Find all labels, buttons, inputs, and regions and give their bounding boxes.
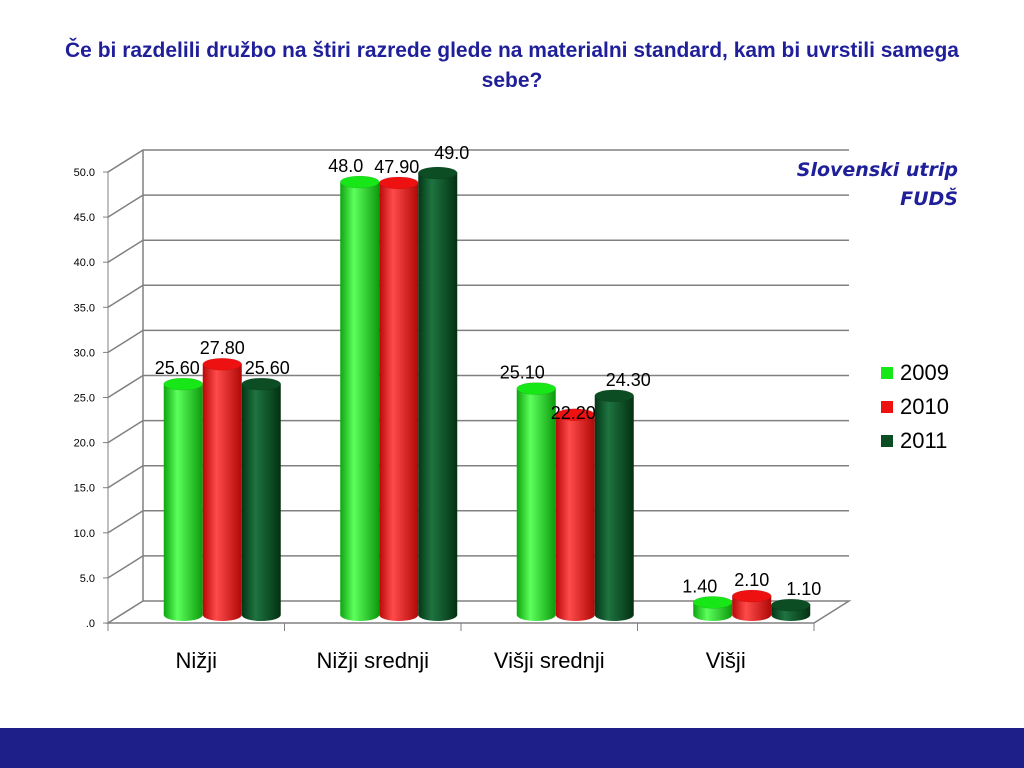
data-label: 47.90	[374, 157, 419, 177]
bar-top	[732, 589, 772, 603]
bar-2010-1	[379, 176, 419, 621]
bar-2009-0	[163, 377, 203, 621]
gridline	[107, 329, 849, 354]
bar-body	[163, 384, 203, 621]
bar-top	[340, 175, 380, 189]
legend-label-2011: 2011	[900, 428, 948, 453]
bar-body	[555, 414, 595, 621]
source-line-survey: Slovenski utrip	[796, 159, 958, 181]
bar-2011-0	[241, 377, 281, 621]
y-tick-label: 30.0	[74, 347, 95, 359]
bar-top	[202, 357, 242, 371]
data-label: 25.60	[245, 358, 290, 378]
bar-body	[516, 388, 556, 621]
y-tick-label: 40.0	[74, 257, 95, 269]
y-tick-label: .0	[86, 618, 95, 630]
source-caption: Slovenski utrip FUDŠ	[797, 156, 958, 214]
data-label: 1.10	[786, 579, 821, 599]
bar-2011-3	[771, 598, 811, 621]
bar-top	[594, 389, 634, 403]
bar-body	[340, 182, 380, 622]
data-label: 22.20	[551, 403, 596, 423]
gridline	[107, 374, 849, 399]
x-category-label: Nižji srednji	[317, 648, 429, 673]
bar-body	[594, 395, 634, 621]
bar-body	[202, 364, 242, 621]
gridline	[107, 284, 849, 308]
bar-2009-2	[516, 382, 556, 621]
data-label: 48.0	[328, 156, 363, 176]
bar-top	[163, 377, 203, 391]
y-tick-label: 20.0	[74, 438, 95, 450]
gridline	[107, 149, 849, 173]
legend-swatch-2009	[881, 367, 893, 379]
bar-2011-1	[418, 166, 458, 621]
legend-swatch-2010	[881, 401, 893, 413]
y-axis-ticks: .0 5.0 10.0 15.0 20.0 25.0 30.0 35.0 40.0 45.0 50.…	[74, 167, 108, 630]
bar-2010-0	[202, 357, 242, 621]
bar-2010-2	[555, 408, 595, 621]
y-tick-label: 45.0	[74, 212, 95, 224]
bars-layer	[163, 166, 811, 622]
bar-body	[418, 173, 458, 621]
x-category-label: Višji	[706, 648, 746, 673]
bar-body	[379, 182, 419, 621]
legend-item-2011: 2011	[881, 424, 949, 458]
bar-top	[241, 377, 281, 391]
data-label: 27.80	[200, 338, 245, 358]
legend-item-2010: 2010	[881, 390, 949, 424]
bar-top	[693, 596, 733, 609]
y-tick-label: 5.0	[80, 573, 95, 585]
footer-bar	[0, 728, 1024, 768]
legend: 2009 2010 2011	[881, 356, 949, 458]
bar-2009-1	[340, 175, 380, 622]
bar-top	[418, 166, 458, 180]
legend-swatch-2011	[881, 435, 893, 447]
slide-title: Če bi razdelili družbo na štiri razrede …	[65, 39, 959, 92]
x-category-label: Nižji	[175, 648, 217, 673]
bar-chart: .0 5.0 10.0 15.0 20.0 25.0 30.0 35.0 40.0 45.0 50.…	[74, 143, 852, 673]
source-line-institution: FUDŠ	[900, 188, 958, 210]
bar-2010-3	[732, 589, 772, 621]
data-label: 49.0	[434, 143, 469, 163]
bar-top	[379, 176, 419, 190]
gridline	[107, 194, 849, 218]
bar-body	[732, 596, 772, 621]
bar-body	[241, 384, 281, 621]
legend-label-2009: 2009	[900, 360, 949, 385]
y-tick-label: 15.0	[74, 483, 95, 495]
x-category-label: Višji srednji	[494, 648, 605, 673]
y-tick-label: 50.0	[74, 167, 95, 179]
data-label: 2.10	[734, 570, 769, 590]
data-label: 25.60	[155, 358, 200, 378]
y-tick-label: 10.0	[74, 528, 95, 540]
bar-top	[771, 598, 811, 612]
data-label: 24.30	[606, 370, 651, 390]
data-label: 1.40	[682, 576, 717, 596]
y-tick-label: 25.0	[74, 393, 95, 405]
bar-2009-3	[693, 596, 733, 621]
chart-floor	[105, 600, 852, 624]
x-axis-categories: Nižji Nižji srednji Višji srednji Višji	[107, 623, 815, 673]
legend-label-2010: 2010	[900, 394, 949, 419]
bar-2011-2	[594, 389, 634, 621]
y-tick-label: 35.0	[74, 302, 95, 314]
gridline	[107, 239, 849, 263]
bar-top	[516, 382, 556, 395]
legend-item-2009: 2009	[881, 356, 949, 390]
data-label: 25.10	[500, 363, 545, 383]
